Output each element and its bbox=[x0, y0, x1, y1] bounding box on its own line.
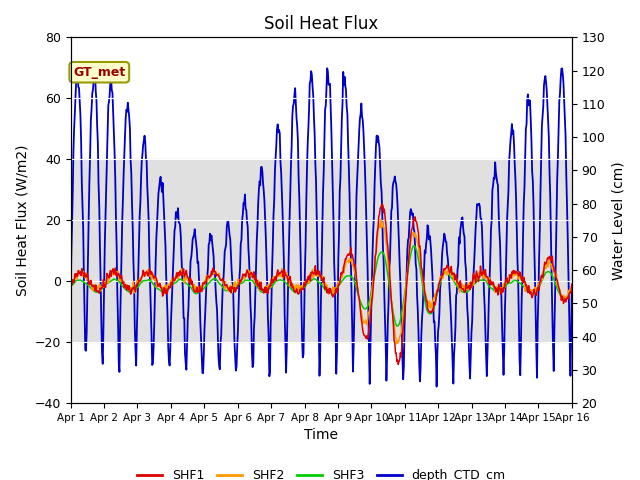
Y-axis label: Water Level (cm): Water Level (cm) bbox=[611, 161, 625, 279]
X-axis label: Time: Time bbox=[304, 429, 339, 443]
Title: Soil Heat Flux: Soil Heat Flux bbox=[264, 15, 378, 33]
Text: GT_met: GT_met bbox=[73, 66, 125, 79]
Legend: SHF1, SHF2, SHF3, depth_CTD_cm: SHF1, SHF2, SHF3, depth_CTD_cm bbox=[132, 464, 511, 480]
Y-axis label: Soil Heat Flux (W/m2): Soil Heat Flux (W/m2) bbox=[15, 144, 29, 296]
Bar bbox=[70, 159, 572, 342]
